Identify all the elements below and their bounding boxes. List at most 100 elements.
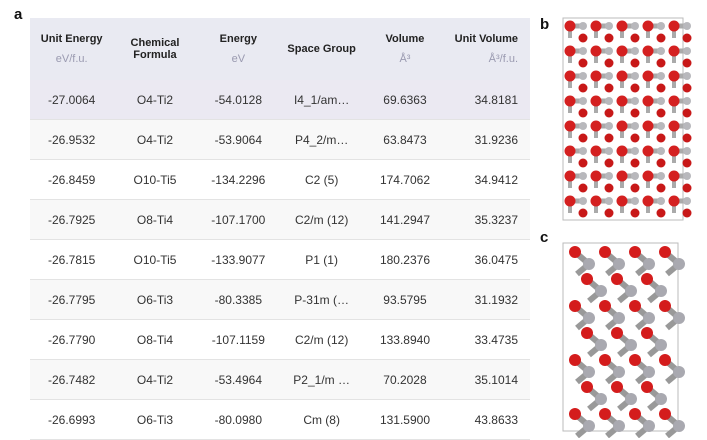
ti-atom bbox=[613, 420, 625, 432]
table-cell: O6-Ti3 bbox=[113, 399, 197, 440]
o-atom bbox=[569, 246, 581, 258]
table-cell: 35.1014 bbox=[446, 359, 530, 400]
o-atom bbox=[682, 83, 692, 93]
ti-atom bbox=[595, 339, 607, 351]
ti-atom bbox=[595, 393, 607, 405]
o-atom bbox=[641, 273, 653, 285]
ti-atom bbox=[683, 47, 691, 55]
o-atom bbox=[578, 108, 588, 118]
ti-atom bbox=[657, 147, 665, 155]
table-cell: O10-Ti5 bbox=[113, 239, 197, 280]
ti-atom bbox=[579, 172, 587, 180]
o-atom bbox=[642, 120, 654, 132]
o-atom bbox=[564, 20, 576, 32]
ti-atom bbox=[631, 72, 639, 80]
o-atom bbox=[668, 195, 680, 207]
o-atom bbox=[581, 327, 593, 339]
o-atom bbox=[659, 354, 671, 366]
o-atom bbox=[630, 83, 640, 93]
o-atom bbox=[656, 108, 666, 118]
o-atom bbox=[604, 33, 614, 43]
table-cell: O4-Ti2 bbox=[113, 119, 197, 160]
ti-atom bbox=[683, 122, 691, 130]
table-cell: C2/m (12) bbox=[279, 199, 364, 240]
column-header: Chemical Formula bbox=[113, 18, 197, 80]
o-atom bbox=[590, 70, 602, 82]
table-row: -26.7790 O8-Ti4 -107.1159 C2/m (12) 133.8940… bbox=[30, 319, 530, 360]
ti-atom bbox=[579, 22, 587, 30]
table-cell: P1 (1) bbox=[279, 239, 364, 280]
table-cell: -80.3385 bbox=[196, 279, 280, 320]
ti-atom bbox=[657, 172, 665, 180]
ti-atom bbox=[605, 122, 613, 130]
o-atom bbox=[590, 145, 602, 157]
o-atom bbox=[656, 158, 666, 168]
o-atom bbox=[581, 273, 593, 285]
o-atom bbox=[630, 208, 640, 218]
table-cell: -53.9064 bbox=[196, 119, 280, 160]
o-atom bbox=[611, 381, 623, 393]
ti-atom bbox=[579, 197, 587, 205]
ti-atom bbox=[657, 72, 665, 80]
ti-atom bbox=[579, 147, 587, 155]
table-cell: -26.7925 bbox=[30, 199, 114, 240]
o-atom bbox=[668, 145, 680, 157]
table-cell: -27.0064 bbox=[30, 80, 114, 120]
table-cell: P2_1/m … bbox=[279, 359, 364, 400]
ti-atom bbox=[583, 312, 595, 324]
table-cell: 31.9236 bbox=[446, 119, 530, 160]
table-cell: -26.7790 bbox=[30, 319, 114, 360]
table-cell: 63.8473 bbox=[363, 119, 447, 160]
table-row: -26.7815 O10-Ti5 -133.9077 P1 (1) 180.2376 36… bbox=[30, 239, 530, 280]
table-cell: 131.5900 bbox=[363, 399, 447, 440]
o-atom bbox=[616, 95, 628, 107]
table-cell: 93.5795 bbox=[363, 279, 447, 320]
table-cell: I4_1/am… bbox=[279, 80, 364, 120]
ti-atom bbox=[643, 420, 655, 432]
o-atom bbox=[604, 83, 614, 93]
table-cell: -26.7815 bbox=[30, 239, 114, 280]
o-atom bbox=[642, 170, 654, 182]
o-atom bbox=[590, 20, 602, 32]
ti-atom bbox=[655, 393, 667, 405]
ti-atom bbox=[683, 22, 691, 30]
o-atom bbox=[630, 33, 640, 43]
table-cell: 34.8181 bbox=[446, 80, 530, 120]
o-atom bbox=[599, 354, 611, 366]
table-cell: P-31m (… bbox=[279, 279, 364, 320]
ti-atom bbox=[595, 285, 607, 297]
table-cell: -26.9532 bbox=[30, 119, 114, 160]
o-atom bbox=[630, 108, 640, 118]
table-cell: 36.0475 bbox=[446, 239, 530, 280]
ti-atom bbox=[605, 197, 613, 205]
o-atom bbox=[611, 273, 623, 285]
table-cell: -133.9077 bbox=[196, 239, 280, 280]
ti-atom bbox=[683, 72, 691, 80]
ti-atom bbox=[643, 312, 655, 324]
ti-atom bbox=[655, 339, 667, 351]
o-atom bbox=[578, 208, 588, 218]
table-cell: P4_2/m… bbox=[279, 119, 364, 160]
o-atom bbox=[682, 58, 692, 68]
table-cell: 33.4735 bbox=[446, 319, 530, 360]
ti-atom bbox=[583, 420, 595, 432]
table-cell: -107.1700 bbox=[196, 199, 280, 240]
table-cell: 69.6363 bbox=[363, 80, 447, 120]
ti-atom bbox=[657, 22, 665, 30]
o-atom bbox=[630, 183, 640, 193]
o-atom bbox=[604, 108, 614, 118]
ti-atom bbox=[605, 22, 613, 30]
panel-label: b bbox=[540, 16, 550, 33]
column-name: Energy bbox=[219, 33, 257, 45]
ti-atom bbox=[631, 197, 639, 205]
o-atom bbox=[611, 327, 623, 339]
table-cell: 133.8940 bbox=[363, 319, 447, 360]
column-name: Unit Volume bbox=[454, 33, 518, 45]
table-row: -26.6993 O6-Ti3 -80.0980 Cm (8) 131.5900 43.8… bbox=[30, 399, 530, 440]
o-atom bbox=[682, 208, 692, 218]
o-atom bbox=[581, 381, 593, 393]
o-atom bbox=[590, 95, 602, 107]
o-atom bbox=[616, 20, 628, 32]
o-atom bbox=[629, 246, 641, 258]
